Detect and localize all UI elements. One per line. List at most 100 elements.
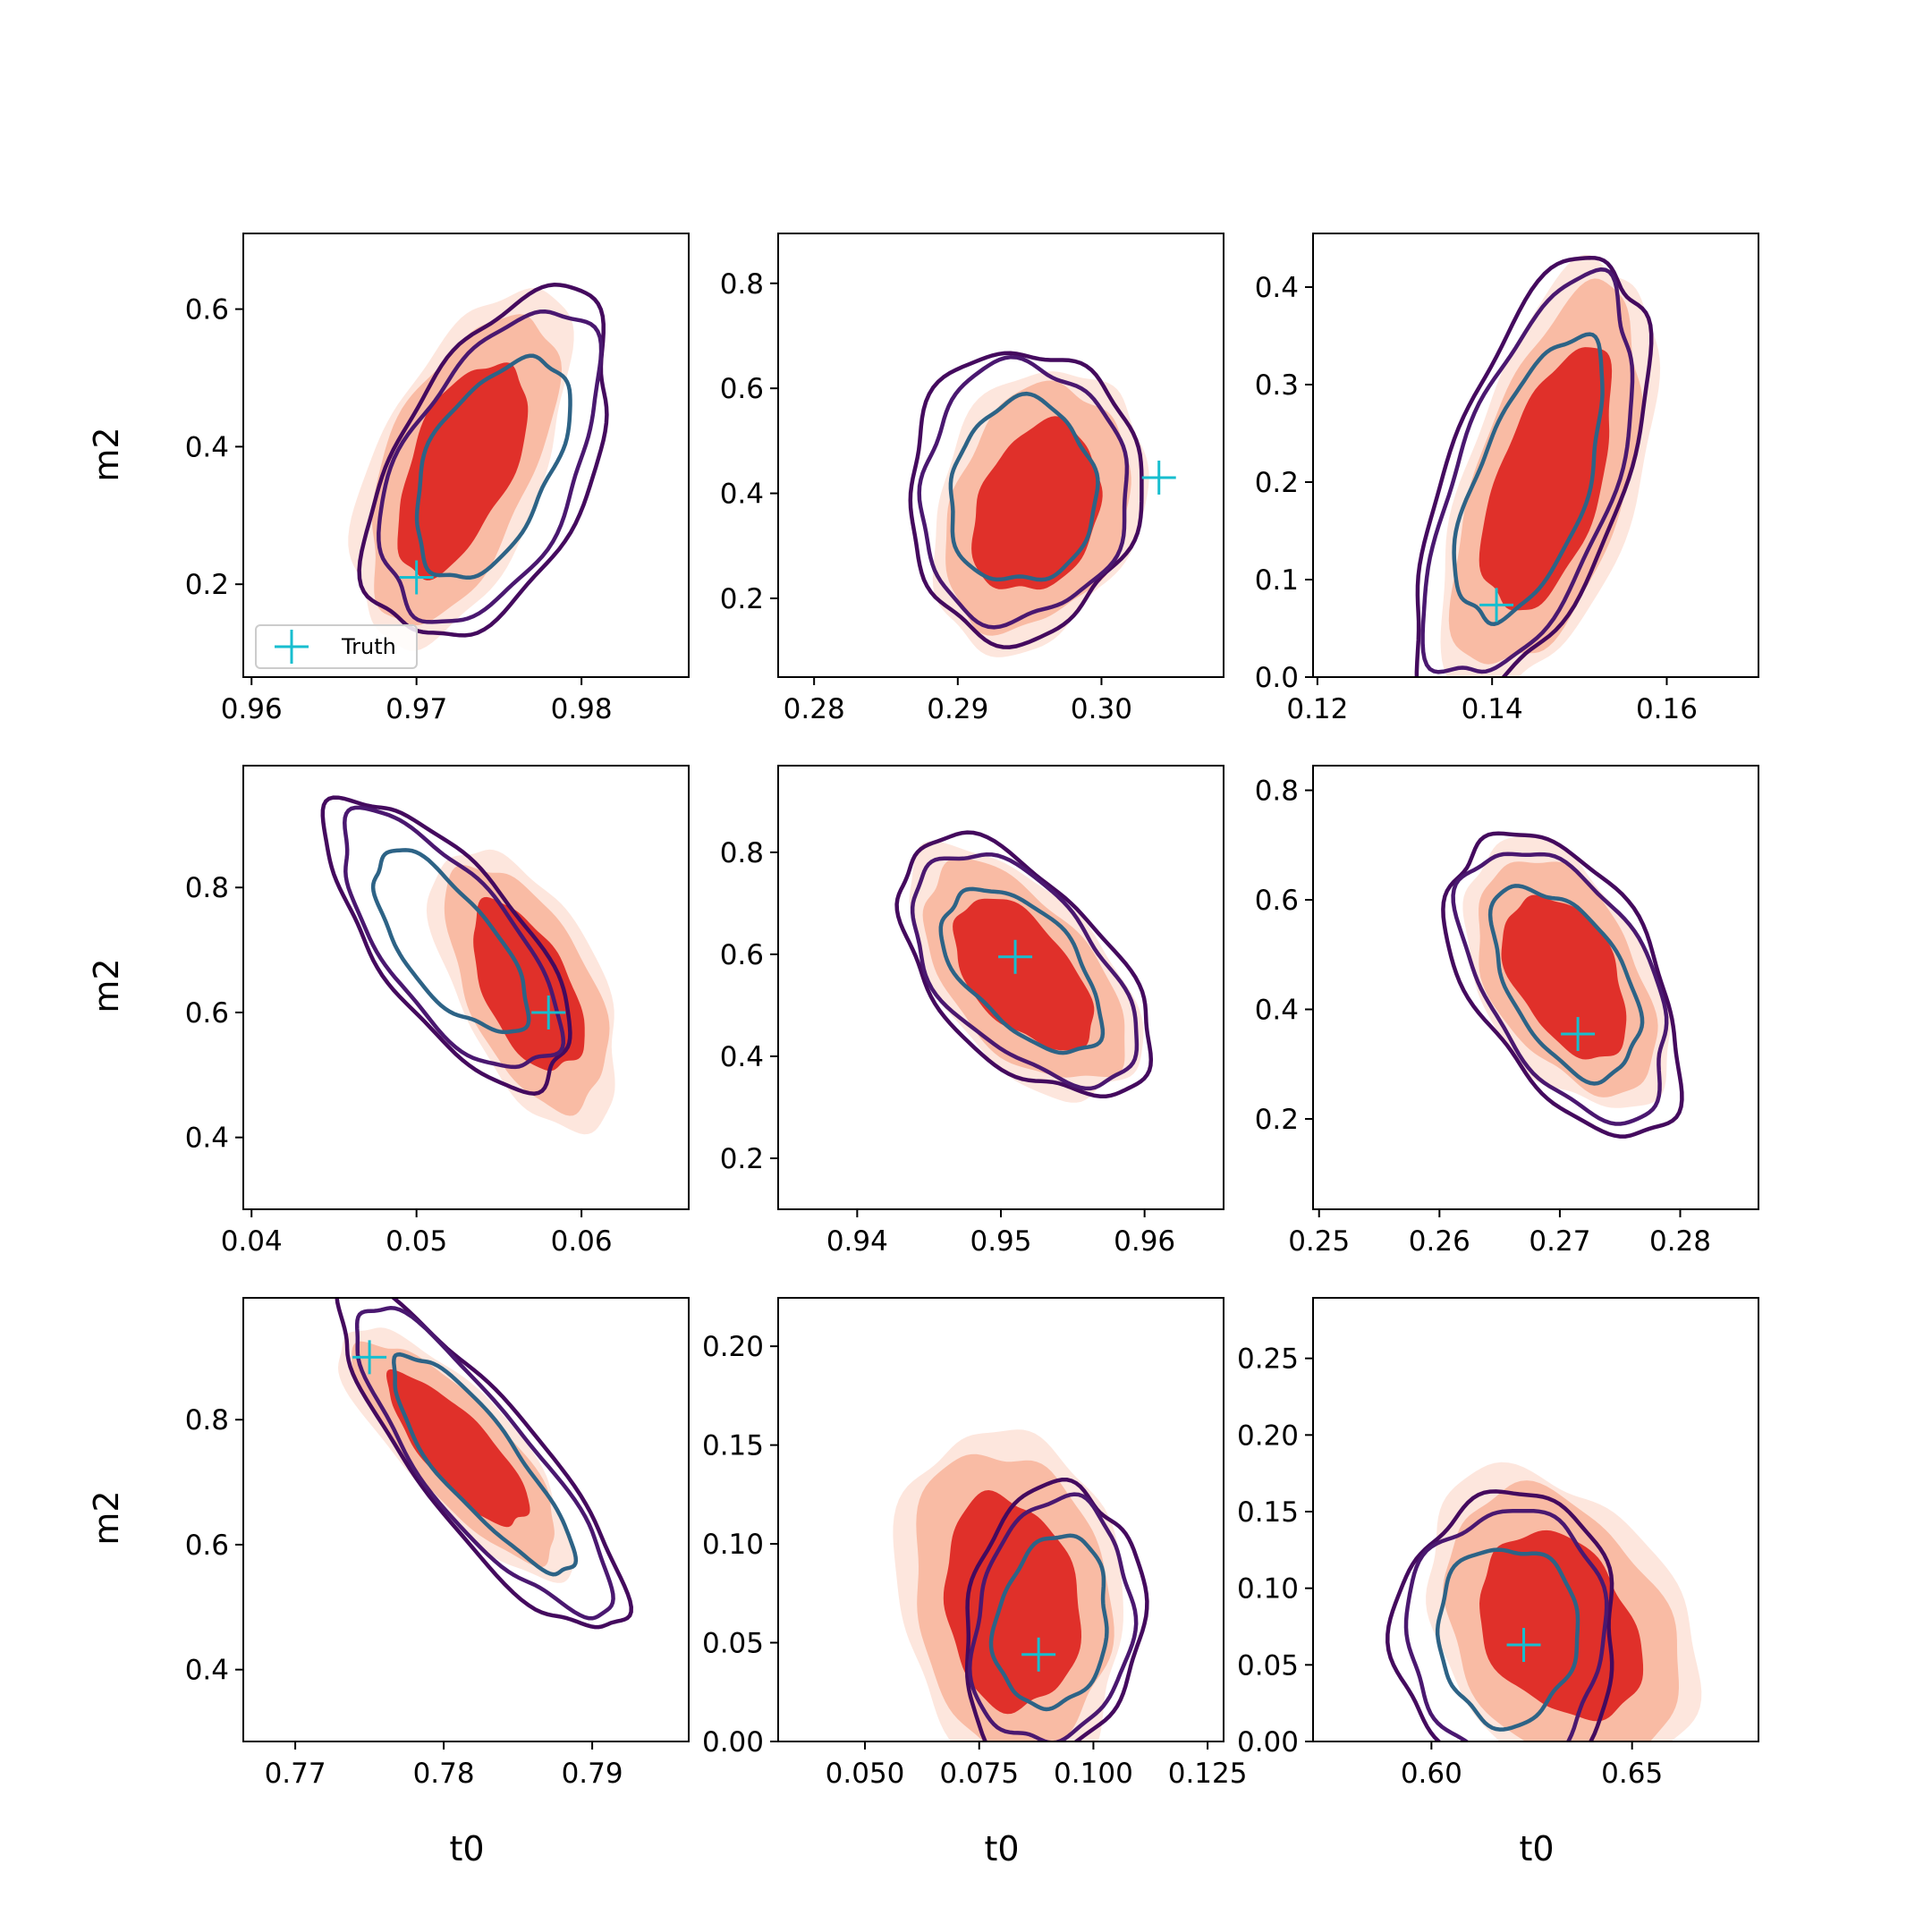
contour-outer: [1414, 256, 1654, 677]
axes-frame: [1312, 233, 1759, 678]
x-tick-label: 0.77: [265, 1758, 326, 1790]
truth-marker: [998, 939, 1033, 974]
x-tick-label: 0.25: [1288, 1225, 1350, 1258]
plot-area: [908, 351, 1176, 657]
y-tick-label: 0.15: [1237, 1496, 1299, 1529]
panel-r1-c2: 0.25 0.26 0.27 0.28 0.2 0.4 0.6 0.8: [1255, 765, 1759, 1258]
plot-area: [1414, 254, 1661, 677]
y-tick-label: 0.10: [1237, 1573, 1299, 1606]
panels: 0.96 0.97 0.98 0.2 0.4 0.6 Truth 0.28 0.29 0.30 0.…: [185, 233, 1759, 1790]
y-tick-label: 0.05: [702, 1628, 764, 1660]
axes-frame: [242, 1297, 690, 1742]
contour-mid: [917, 354, 1130, 630]
density-fill-inner: [1479, 347, 1613, 611]
y-tick-label: 0.6: [1255, 885, 1299, 917]
panel-r2-c1: 0.050 0.075 0.100 0.125 0.00 0.05 0.10 0.15 0.20: [702, 1297, 1248, 1790]
contour-outer: [335, 1298, 633, 1630]
y-tick-label: 0.8: [720, 837, 764, 869]
y-tick-label: 0.6: [185, 1530, 229, 1562]
y-tick-label: 0.4: [1255, 994, 1299, 1026]
x-tick-label: 0.26: [1409, 1225, 1470, 1258]
x-tick-label: 0.100: [1054, 1758, 1133, 1790]
truth-marker: [1141, 460, 1176, 495]
x-tick-label: 0.05: [386, 1225, 447, 1258]
x-tick-label: 0.97: [386, 693, 447, 725]
contour-outer: [908, 351, 1144, 649]
contour-inner: [1452, 332, 1605, 626]
axes-frame: [777, 1297, 1224, 1742]
x-tick-label: 0.98: [551, 693, 613, 725]
x-tick-label: 0.60: [1401, 1758, 1462, 1790]
x-tick-label: 0.79: [562, 1758, 623, 1790]
y-tick-label: 0.4: [185, 1655, 229, 1687]
truth-marker: [531, 995, 566, 1030]
contour-inner: [414, 353, 572, 580]
y-tick-label: 0.20: [1237, 1419, 1299, 1452]
x-tick-label: 0.30: [1071, 693, 1132, 725]
contour-inner: [1487, 884, 1645, 1086]
y-tick-label: 0.2: [185, 569, 229, 601]
truth-marker: [1506, 1628, 1541, 1663]
x-tick-label: 0.29: [927, 693, 988, 725]
contour-inner: [948, 391, 1100, 582]
y-tick-label: 0.2: [720, 1143, 764, 1175]
y-tick-label: 0.25: [1237, 1343, 1299, 1376]
y-tick-label: 0.2: [1255, 467, 1299, 499]
y-tick-label: 0.8: [720, 268, 764, 301]
panel-r2-c2: 0.60 0.65 0.00 0.05 0.10 0.15 0.20 0.25: [1237, 1297, 1759, 1790]
panel-r1-c1: 0.94 0.95 0.96 0.2 0.4 0.6 0.8: [720, 765, 1224, 1258]
truth-marker: [1021, 1637, 1056, 1672]
y-tick-label: 0.8: [185, 872, 229, 904]
y-tick-label: 0.4: [1255, 272, 1299, 304]
contour-inner: [938, 886, 1106, 1055]
y-tick-label: 0.4: [720, 479, 764, 511]
y-tick-label: 0.8: [185, 1404, 229, 1436]
density-fill-inner: [397, 362, 529, 580]
xlabel-col-0: t0: [449, 1829, 484, 1868]
x-tick-label: 0.04: [221, 1225, 283, 1258]
y-tick-label: 0.8: [1255, 775, 1299, 808]
contour-mid: [377, 309, 604, 624]
y-tick-label: 0.10: [702, 1529, 764, 1561]
y-tick-label: 0.4: [720, 1041, 764, 1073]
axis-labels: m2 m2 m2 t0 t0 t0: [87, 427, 1555, 1868]
contour-mid: [1451, 852, 1669, 1126]
x-tick-label: 0.16: [1636, 693, 1698, 725]
contour-inner: [1435, 1547, 1580, 1732]
y-tick-label: 0.2: [720, 583, 764, 615]
plot-area: [1385, 1462, 1702, 1741]
legend: Truth: [255, 624, 418, 669]
panel-r2-c0: 0.77 0.78 0.79 0.4 0.6 0.8: [185, 1297, 690, 1790]
panel-r0-c1: 0.28 0.29 0.30 0.2 0.4 0.6 0.8: [720, 233, 1224, 725]
axes-frame: [242, 765, 690, 1210]
contour-inner: [392, 1352, 579, 1577]
contour-outer: [1441, 831, 1684, 1139]
x-tick-label: 0.96: [221, 693, 283, 725]
plot-area: [335, 1298, 633, 1630]
contour-mid: [967, 1492, 1139, 1741]
contour-inner: [370, 848, 531, 1035]
x-tick-label: 0.050: [826, 1758, 905, 1790]
x-tick-label: 0.28: [784, 693, 845, 725]
y-tick-label: 0.15: [702, 1430, 764, 1462]
contour-mid: [354, 1306, 615, 1621]
plot-area: [320, 795, 615, 1135]
legend-label: Truth: [341, 634, 396, 659]
plot-area: [348, 283, 609, 651]
panel-r1-c0: 0.04 0.05 0.06 0.4 0.6 0.8: [185, 765, 690, 1258]
density-fill-inner: [1501, 894, 1627, 1060]
y-tick-label: 0.00: [702, 1726, 764, 1758]
axes-frame: [1312, 765, 1759, 1210]
x-tick-label: 0.125: [1168, 1758, 1248, 1790]
y-tick-label: 0.6: [720, 939, 764, 971]
contour-inner: [988, 1533, 1109, 1712]
y-tick-label: 0.2: [1255, 1104, 1299, 1136]
ylabel-row-0: m2: [87, 427, 126, 481]
ylabel-row-1: m2: [87, 958, 126, 1013]
x-tick-label: 0.65: [1601, 1758, 1663, 1790]
plot-area: [1441, 831, 1684, 1139]
axes-frame: [777, 233, 1224, 678]
y-tick-label: 0.1: [1255, 564, 1299, 597]
panel-r0-c0: 0.96 0.97 0.98 0.2 0.4 0.6 Truth: [185, 233, 690, 725]
